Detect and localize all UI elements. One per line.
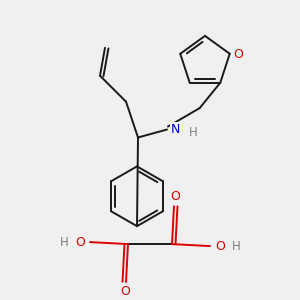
Text: N: N [170,123,180,136]
Text: H: H [232,240,240,253]
Text: H: H [60,236,68,249]
Text: O: O [120,285,130,298]
Text: O: O [233,48,243,61]
Text: H: H [189,126,197,139]
Text: O: O [170,190,180,203]
Text: O: O [75,236,85,249]
Text: O: O [215,240,225,253]
